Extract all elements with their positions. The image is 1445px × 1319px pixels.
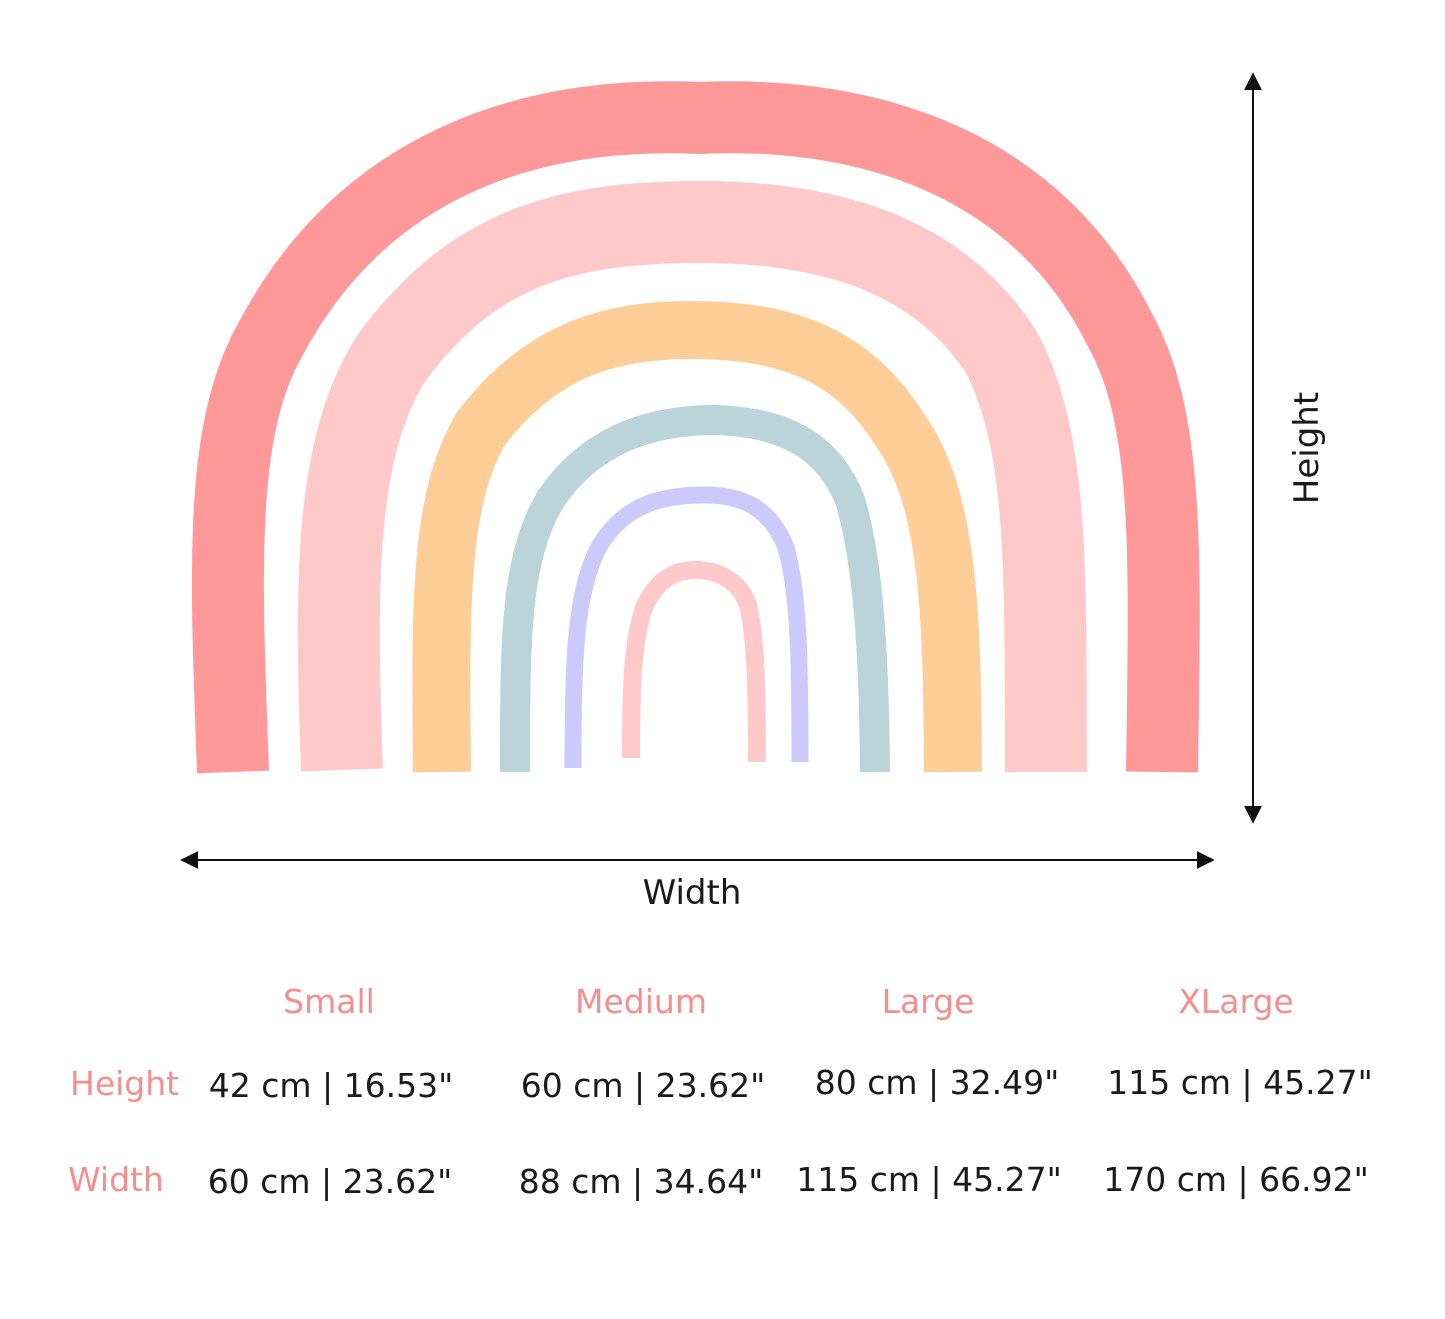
width-medium-value: 88 cm | 34.64" — [518, 1162, 764, 1201]
height-xlarge-value: 115 cm | 45.27" — [1107, 1063, 1373, 1102]
rainbow-arch-2 — [297, 180, 1087, 773]
column-header-large: Large — [881, 982, 975, 1021]
height-medium-value: 60 cm | 23.62" — [520, 1066, 766, 1105]
rainbow-dimension-diagram: Height Width — [180, 72, 1327, 913]
rainbow-illustration — [191, 81, 1200, 774]
width-xlarge-value: 170 cm | 66.92" — [1103, 1160, 1369, 1199]
row-label-height: Height — [70, 1064, 180, 1103]
rainbow-arch-4 — [500, 404, 890, 773]
width-large-value: 115 cm | 45.27" — [796, 1160, 1062, 1199]
column-header-medium: Medium — [575, 982, 707, 1021]
column-header-xlarge: XLarge — [1178, 982, 1294, 1021]
height-large-value: 80 cm | 32.49" — [814, 1063, 1060, 1102]
width-small-value: 60 cm | 23.62" — [207, 1162, 453, 1201]
column-header-small: Small — [283, 982, 375, 1021]
rainbow-arch-6 — [622, 560, 766, 763]
rainbow-arch-1 — [191, 81, 1200, 774]
width-label: Width — [643, 873, 742, 913]
rainbow-arch-5 — [564, 486, 809, 769]
row-label-width: Width — [68, 1160, 164, 1199]
height-small-value: 42 cm | 16.53" — [208, 1066, 454, 1105]
height-label: Height — [1287, 392, 1327, 504]
rainbow-arch-3 — [412, 300, 982, 773]
